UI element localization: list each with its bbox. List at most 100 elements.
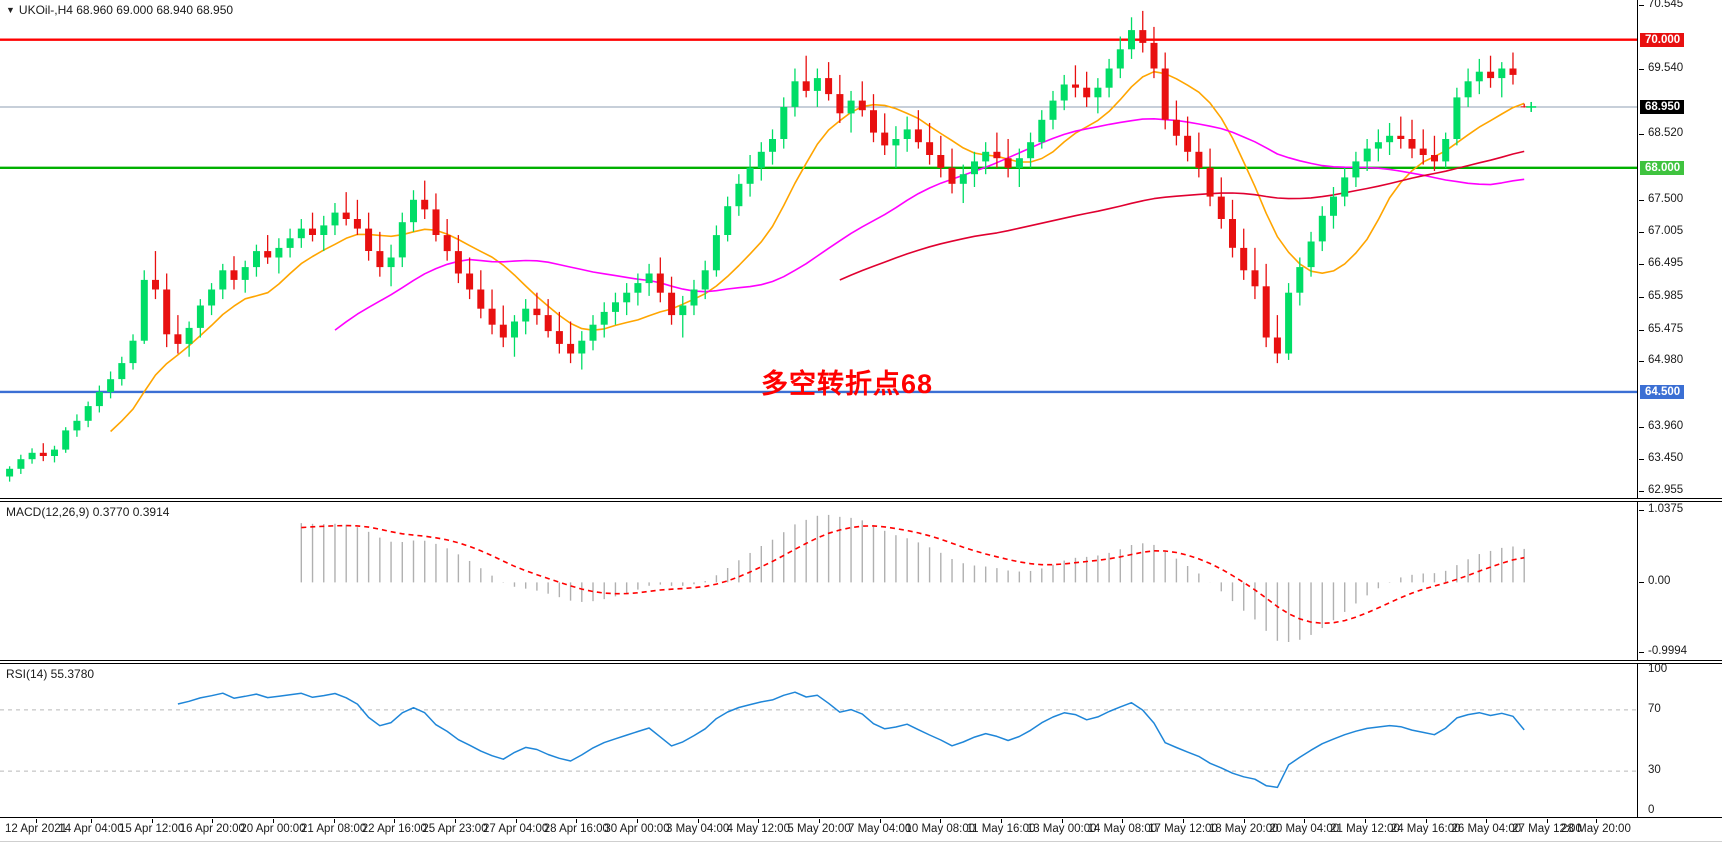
- candle-body: [769, 139, 776, 152]
- candle-body: [1419, 148, 1427, 155]
- price-tag-68-950: 68.950: [1640, 99, 1685, 114]
- candle-body: [589, 324, 597, 341]
- candle-body: [1296, 267, 1304, 293]
- candle-body: [320, 225, 328, 235]
- candle-body: [1015, 158, 1023, 168]
- time-tickmark: [1001, 819, 1002, 823]
- candle-body: [634, 283, 642, 293]
- candle-body: [746, 167, 754, 184]
- candle-body: [1487, 71, 1495, 79]
- candle-body: [219, 270, 227, 290]
- candle-body: [555, 331, 563, 344]
- candle-body: [612, 302, 619, 312]
- candle-body: [477, 289, 485, 309]
- candle-body: [1509, 68, 1517, 75]
- candle-body: [107, 379, 115, 392]
- candle-body: [118, 363, 126, 380]
- time-axis-label: 5 May 20:00: [787, 823, 851, 835]
- chart-annotation-text: 多空转折点68: [761, 369, 934, 399]
- candle-body: [645, 273, 653, 284]
- ma-fast: [110, 70, 1525, 433]
- macd-axis-tick: -0.9994: [1648, 644, 1688, 657]
- candle-body: [623, 292, 631, 303]
- time-axis-label: 3 May 04:00: [666, 823, 730, 835]
- candle-body: [993, 151, 1001, 159]
- rsi-axis[interactable]: 100 70 30 0: [1639, 663, 1722, 817]
- candle-body: [1217, 196, 1225, 219]
- candle-body: [499, 324, 507, 338]
- time-axis-label: 28 Apr 16:00: [543, 823, 609, 835]
- macd-axis[interactable]: 1.0375 0.00 -0.9994: [1639, 502, 1722, 660]
- axis-tickmark: [1639, 329, 1644, 331]
- time-tickmark: [1596, 819, 1597, 823]
- rsi-axis-tick: 0: [1648, 804, 1655, 816]
- ma-slow: [839, 150, 1525, 281]
- candle-body: [926, 142, 934, 155]
- candle-body: [1072, 84, 1079, 88]
- candle-body: [971, 161, 978, 175]
- candle-body: [1094, 87, 1102, 98]
- ma-mid: [334, 118, 1525, 331]
- candle-body: [870, 110, 877, 133]
- time-tickmark: [394, 819, 396, 823]
- price-tag-64-500: 64.500: [1640, 384, 1685, 399]
- macd-plot-area[interactable]: [0, 502, 1638, 660]
- candle-body: [196, 305, 204, 328]
- symbol-header-text: UKOil-,H4 68.960 69.000 68.940 68.950: [18, 3, 234, 17]
- time-axis-label: 20 May 04:00: [1269, 823, 1340, 835]
- collapse-icon[interactable]: ▼: [6, 5, 15, 15]
- price-axis[interactable]: 70.545 69.540 68.520 67.500 67.005 66.495 65.9…: [1639, 0, 1722, 498]
- price-axis-tick: 68.520: [1648, 127, 1684, 140]
- candle-body: [1240, 247, 1248, 271]
- time-tickmark: [940, 819, 942, 823]
- candle-body: [253, 251, 260, 268]
- candle-body: [1475, 71, 1483, 82]
- axis-tickmark: [1639, 134, 1644, 136]
- candle-body: [1060, 84, 1068, 101]
- rsi-plot-area[interactable]: [0, 664, 1638, 817]
- time-tickmark: [1486, 819, 1488, 823]
- candle-body: [511, 321, 518, 338]
- macd-axis-tick: 0.00: [1648, 575, 1671, 588]
- candle-body: [1397, 135, 1405, 139]
- price-axis-tick: 67.500: [1648, 192, 1684, 205]
- time-axis-label: 28 May 20:00: [1561, 823, 1631, 835]
- price-plot-area[interactable]: [0, 0, 1638, 498]
- candle-body: [1262, 286, 1270, 338]
- rsi-header: RSI(14) 55.3780: [6, 667, 95, 681]
- candle-body: [152, 279, 159, 290]
- candle-body: [1307, 241, 1315, 268]
- axis-tickmark: [1639, 264, 1644, 266]
- price-axis-tick: 65.475: [1648, 322, 1684, 335]
- candle-body: [1341, 177, 1349, 197]
- time-axis[interactable]: 12 Apr 2021 14 Apr 04:00 15 Apr 12:00 16 Ap…: [0, 819, 1722, 842]
- candle-body: [376, 251, 384, 268]
- candle-body: [208, 289, 216, 306]
- time-tickmark: [273, 819, 274, 823]
- candle-body: [780, 107, 788, 139]
- time-axis-label: 18 May 20:00: [1208, 823, 1279, 835]
- macd-header: MACD(12,26,9) 0.3770 0.3914: [6, 505, 170, 519]
- rsi-axis-tick: 30: [1648, 764, 1661, 777]
- time-axis-label: 10 May 08:00: [905, 823, 976, 835]
- axis-tickmark: [1639, 69, 1644, 71]
- candle-body: [443, 235, 451, 252]
- candle-body: [185, 327, 193, 344]
- candle-body: [466, 273, 474, 290]
- rsi-panel: RSI(14) 55.3780 100 70 30 0: [0, 663, 1722, 818]
- candle-body: [982, 151, 990, 162]
- candle-body: [488, 308, 496, 325]
- time-axis-label: 25 Apr 23:00: [422, 823, 488, 835]
- candle-body: [712, 235, 720, 271]
- time-axis-label: 26 May 04:00: [1451, 823, 1522, 835]
- time-tickmark: [212, 819, 214, 823]
- candle-body: [735, 183, 743, 207]
- candle-body: [914, 129, 922, 143]
- candle-body: [724, 206, 732, 235]
- candle-body: [1464, 81, 1472, 98]
- time-tickmark: [151, 819, 153, 823]
- axis-tickmark: [1639, 459, 1644, 461]
- candle-body: [1027, 142, 1035, 159]
- candle-body: [163, 289, 171, 335]
